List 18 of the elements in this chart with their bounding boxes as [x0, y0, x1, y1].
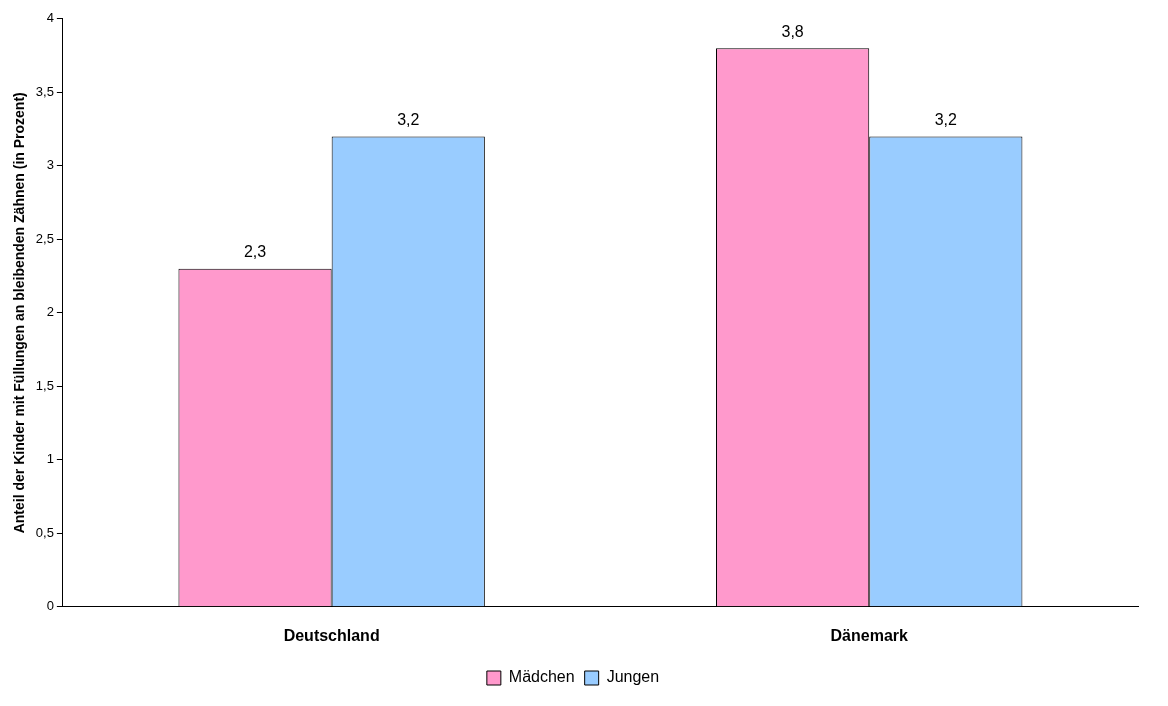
- y-tick-label: 3: [46, 157, 54, 173]
- y-tick-label: 1,5: [35, 377, 54, 393]
- y-axis-title: Anteil der Kinder mit Füllungen an bleibenden Zähnen (in Prozent): [11, 92, 28, 534]
- y-tick-label: 3,5: [35, 83, 54, 99]
- y-tick-label: 4: [46, 10, 54, 26]
- x-tick-label: Dänemark: [830, 626, 909, 644]
- y-tick-label: 0,5: [35, 524, 54, 540]
- y-tick-label: 0: [46, 598, 54, 614]
- legend-label: Mädchen: [508, 668, 575, 686]
- legend-label: Jungen: [606, 668, 660, 686]
- x-tick-label: Deutschland: [283, 626, 380, 644]
- y-tick-label: 2,5: [35, 230, 54, 246]
- y-tick-label: 1: [46, 451, 54, 467]
- data-label: 2,3: [243, 243, 267, 261]
- data-label: 3,2: [934, 110, 958, 128]
- data-label: 3,8: [781, 22, 804, 40]
- data-label: 3,2: [397, 110, 420, 128]
- y-tick-label: 2: [46, 304, 54, 320]
